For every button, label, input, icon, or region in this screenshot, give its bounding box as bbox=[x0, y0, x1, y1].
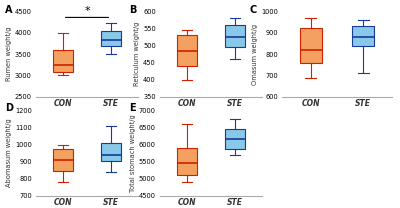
PathPatch shape bbox=[52, 150, 73, 171]
Y-axis label: Omasum weight/g: Omasum weight/g bbox=[252, 24, 258, 85]
Y-axis label: Reticulum weight/g: Reticulum weight/g bbox=[134, 22, 140, 86]
PathPatch shape bbox=[225, 25, 246, 47]
Text: B: B bbox=[130, 5, 137, 15]
Text: D: D bbox=[6, 103, 14, 113]
PathPatch shape bbox=[101, 143, 122, 161]
Text: E: E bbox=[130, 103, 136, 113]
PathPatch shape bbox=[176, 148, 197, 175]
Y-axis label: Rumen weight/g: Rumen weight/g bbox=[6, 27, 12, 81]
Text: A: A bbox=[6, 5, 13, 15]
Y-axis label: Abomasum weight/g: Abomasum weight/g bbox=[6, 119, 12, 187]
Y-axis label: Total stomach weight/g: Total stomach weight/g bbox=[130, 114, 136, 192]
Text: *: * bbox=[84, 6, 90, 16]
PathPatch shape bbox=[352, 26, 374, 46]
PathPatch shape bbox=[225, 129, 246, 149]
Text: C: C bbox=[249, 5, 256, 15]
PathPatch shape bbox=[176, 35, 197, 66]
PathPatch shape bbox=[52, 50, 73, 72]
PathPatch shape bbox=[300, 28, 322, 63]
PathPatch shape bbox=[101, 31, 122, 46]
